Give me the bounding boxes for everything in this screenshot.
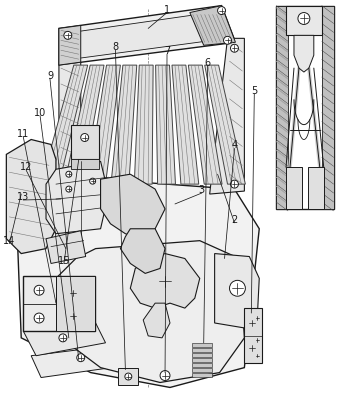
Bar: [71, 125, 99, 160]
Circle shape: [68, 289, 77, 298]
Polygon shape: [111, 66, 137, 185]
Polygon shape: [134, 66, 153, 185]
Text: 15: 15: [58, 255, 70, 265]
Bar: [192, 373, 212, 377]
Bar: [192, 363, 212, 367]
Polygon shape: [46, 231, 86, 264]
Bar: [286, 168, 302, 209]
Polygon shape: [59, 26, 81, 66]
Circle shape: [34, 286, 44, 296]
Text: 3: 3: [199, 184, 205, 194]
Circle shape: [34, 313, 44, 323]
Bar: [192, 368, 212, 372]
Circle shape: [66, 313, 76, 323]
Text: 2: 2: [231, 214, 238, 224]
Circle shape: [255, 353, 260, 358]
Polygon shape: [294, 36, 314, 73]
Text: 1: 1: [164, 4, 170, 14]
Circle shape: [64, 32, 72, 40]
Circle shape: [231, 45, 238, 53]
Polygon shape: [190, 6, 236, 46]
Text: 10: 10: [34, 107, 46, 117]
Circle shape: [125, 373, 132, 380]
Bar: [286, 6, 322, 36]
Circle shape: [231, 181, 238, 188]
Bar: [276, 6, 288, 209]
Polygon shape: [46, 162, 108, 234]
Polygon shape: [59, 6, 236, 66]
Bar: [192, 348, 212, 352]
Circle shape: [66, 186, 72, 192]
Text: 11: 11: [17, 128, 29, 138]
Bar: [276, 6, 334, 209]
Polygon shape: [41, 66, 88, 185]
Polygon shape: [210, 39, 244, 194]
Polygon shape: [215, 254, 259, 328]
Text: 6: 6: [205, 58, 211, 68]
Polygon shape: [65, 12, 227, 61]
Bar: [192, 343, 212, 347]
Polygon shape: [31, 346, 125, 378]
Text: 7: 7: [164, 46, 170, 56]
Polygon shape: [101, 175, 165, 239]
Text: 5: 5: [251, 86, 257, 96]
Circle shape: [298, 14, 310, 25]
Text: 4: 4: [232, 140, 238, 150]
Polygon shape: [120, 229, 165, 274]
Polygon shape: [143, 304, 170, 338]
Polygon shape: [205, 66, 245, 185]
Bar: [23, 277, 95, 331]
Circle shape: [89, 179, 96, 185]
Polygon shape: [64, 66, 104, 185]
Text: 13: 13: [17, 192, 29, 202]
Polygon shape: [156, 66, 176, 185]
Circle shape: [157, 274, 173, 290]
Circle shape: [218, 8, 225, 16]
Polygon shape: [16, 175, 259, 387]
Circle shape: [223, 37, 232, 45]
Polygon shape: [59, 63, 81, 200]
Circle shape: [255, 316, 260, 321]
Polygon shape: [172, 66, 199, 185]
Circle shape: [66, 286, 76, 296]
Text: 8: 8: [113, 42, 119, 52]
Circle shape: [66, 172, 72, 178]
Text: 9: 9: [47, 71, 53, 81]
Polygon shape: [88, 66, 120, 185]
Circle shape: [81, 134, 89, 142]
Circle shape: [77, 354, 85, 362]
Text: 14: 14: [3, 235, 16, 245]
Polygon shape: [6, 140, 56, 254]
Bar: [308, 168, 324, 209]
Bar: [192, 353, 212, 357]
Bar: [118, 368, 138, 385]
Bar: [192, 358, 212, 362]
Circle shape: [59, 334, 67, 342]
Text: 12: 12: [20, 162, 32, 172]
Polygon shape: [56, 241, 244, 383]
Polygon shape: [188, 66, 222, 185]
Circle shape: [248, 344, 257, 352]
Bar: [71, 160, 99, 170]
Circle shape: [160, 371, 170, 381]
Bar: [322, 6, 334, 209]
Polygon shape: [23, 323, 105, 356]
Bar: [56, 277, 95, 331]
Bar: [244, 308, 262, 363]
Polygon shape: [130, 254, 200, 308]
Circle shape: [68, 312, 77, 321]
Circle shape: [230, 281, 245, 296]
Circle shape: [255, 338, 260, 342]
Circle shape: [248, 319, 257, 328]
